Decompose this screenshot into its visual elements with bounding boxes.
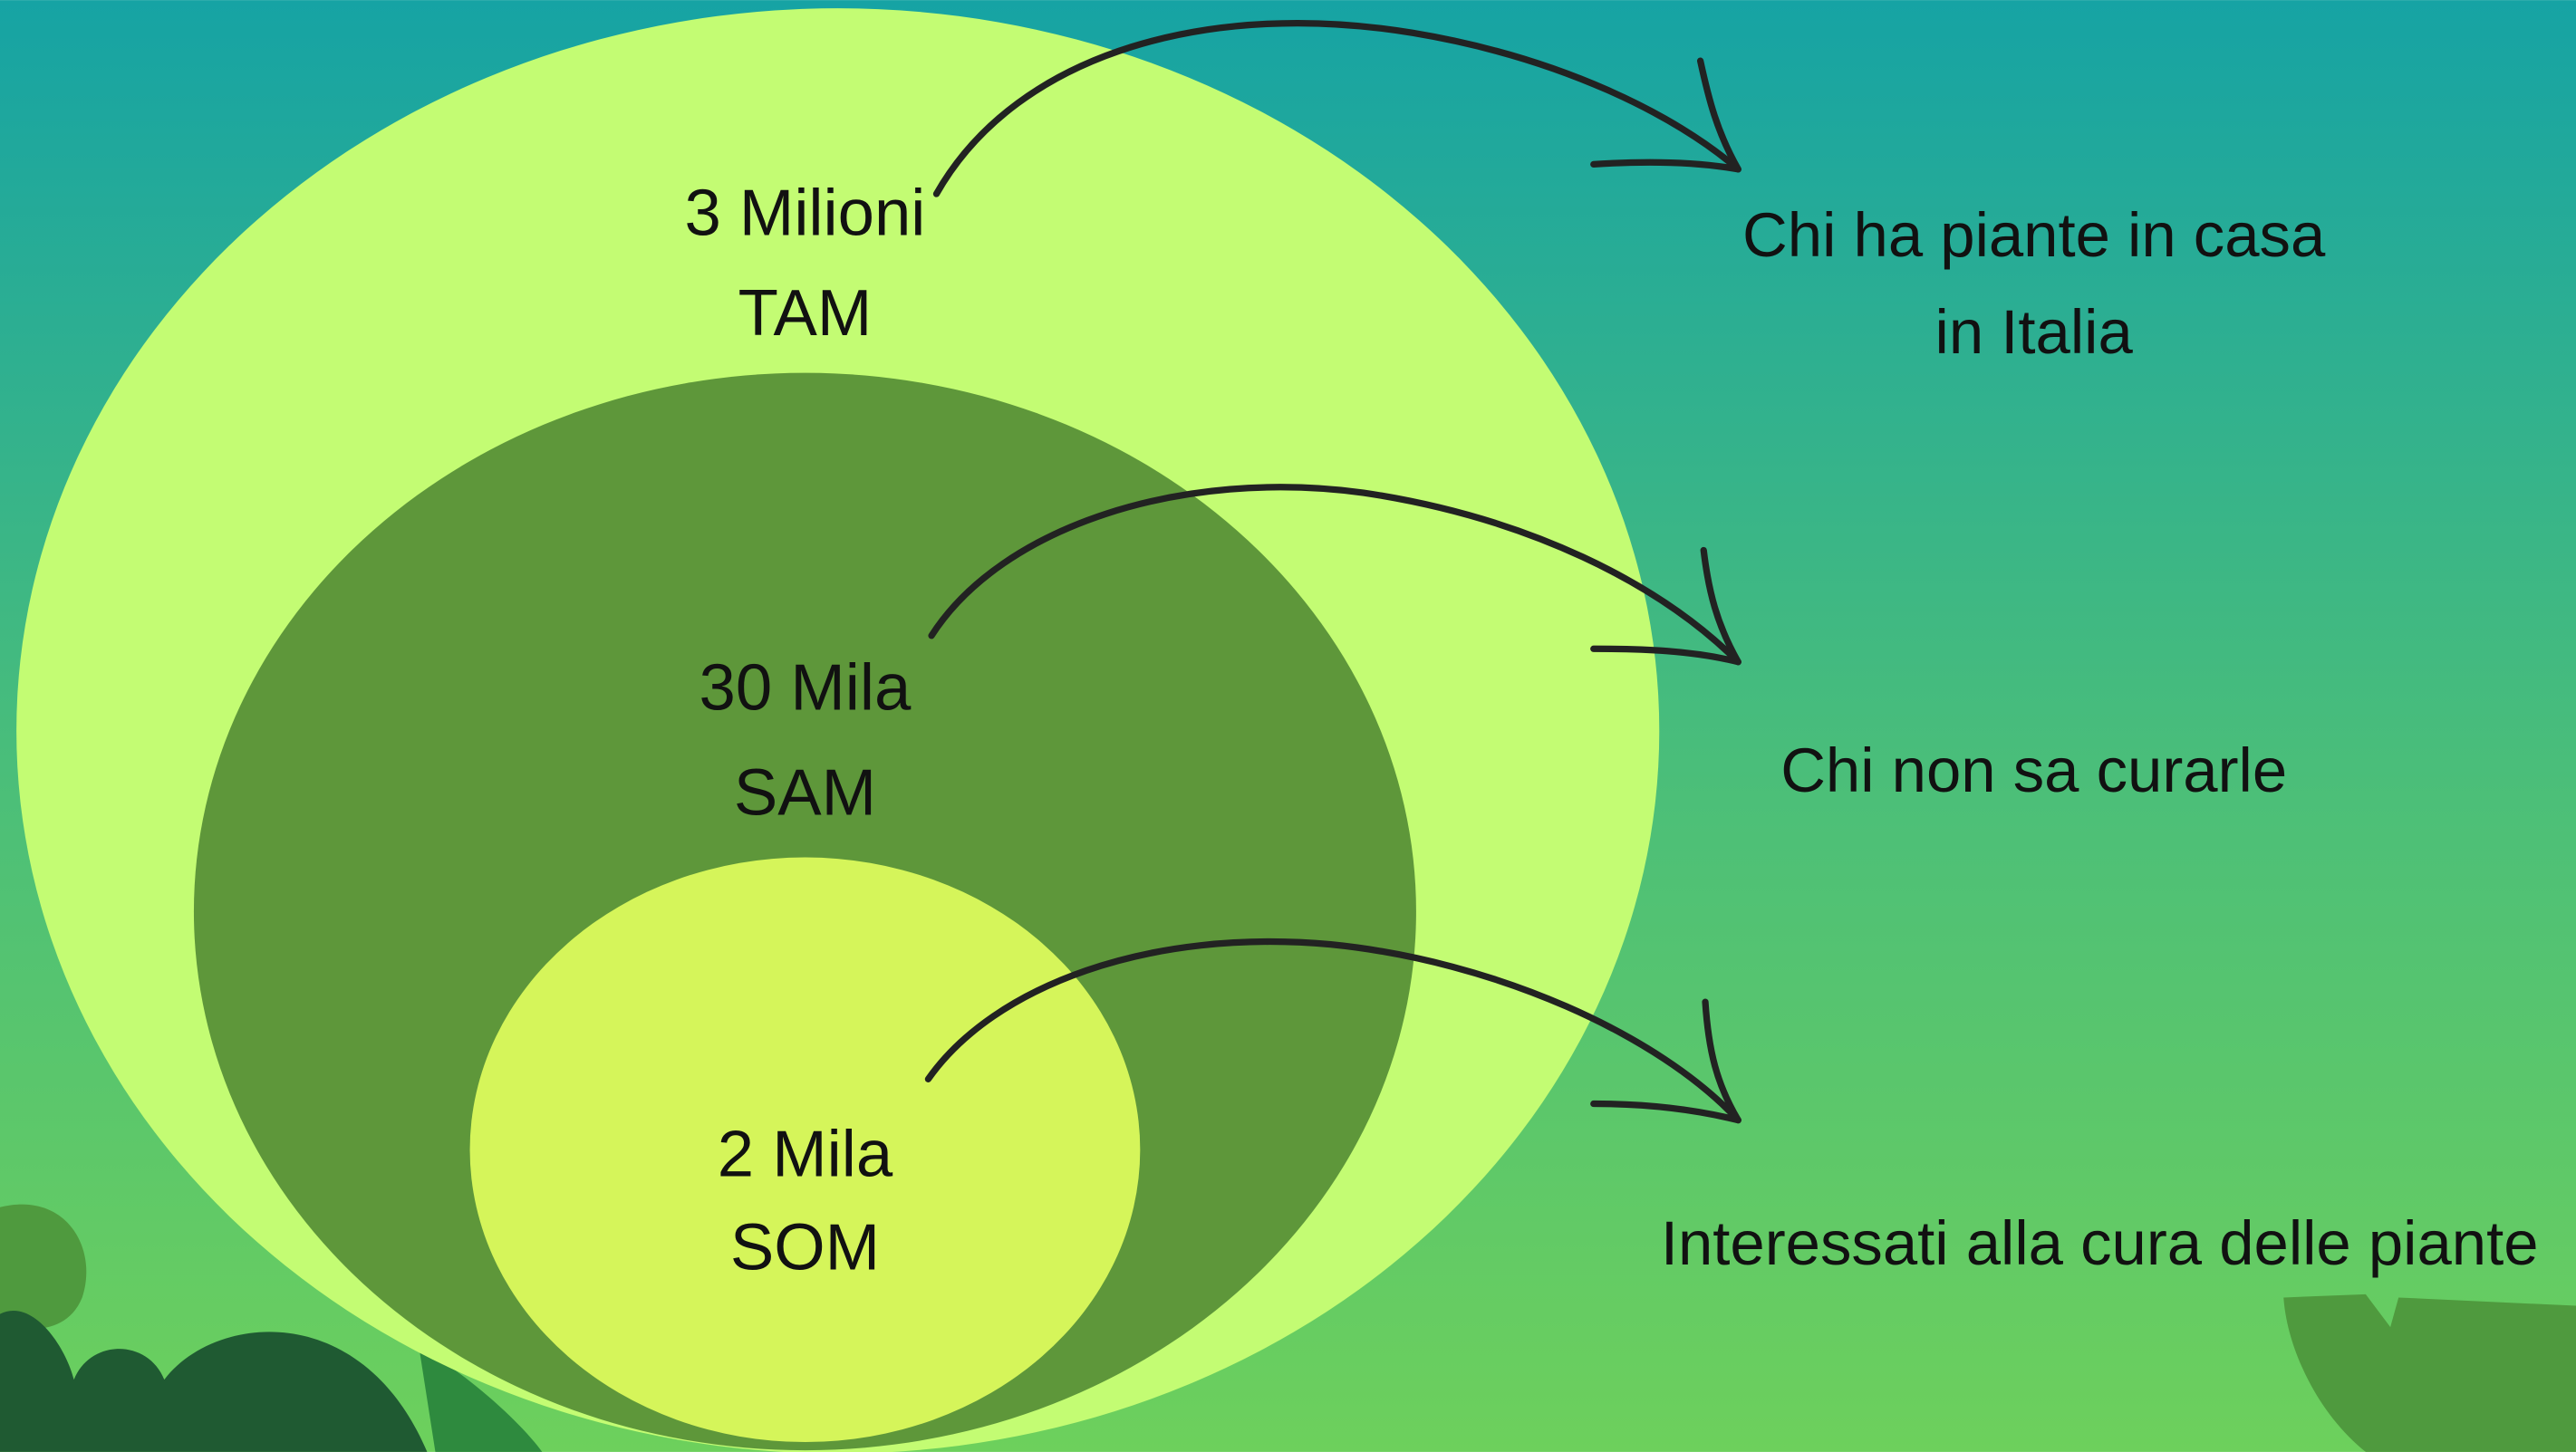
sam-value: 30 Mila	[699, 650, 912, 724]
page: {"levels": [ {"value": "3 Milioni", "lab…	[0, 0, 2576, 1452]
tam-value: 3 Milioni	[684, 176, 925, 249]
sam-label: SAM	[734, 755, 876, 829]
tam-description: Chi ha piante in casa	[1742, 200, 2326, 270]
som-label: SOM	[730, 1211, 880, 1284]
som-value: 2 Mila	[718, 1117, 893, 1190]
sam-description: Chi non sa curarle	[1780, 736, 2287, 805]
tam-label: TAM	[738, 276, 873, 350]
som-description: Interessati alla cura delle piante	[1661, 1208, 2539, 1278]
diagram: 3 Milioni TAM 30 Mila SAM 2 Mila SOM Chi…	[0, 0, 2576, 1452]
tam-description: in Italia	[1935, 297, 2134, 367]
